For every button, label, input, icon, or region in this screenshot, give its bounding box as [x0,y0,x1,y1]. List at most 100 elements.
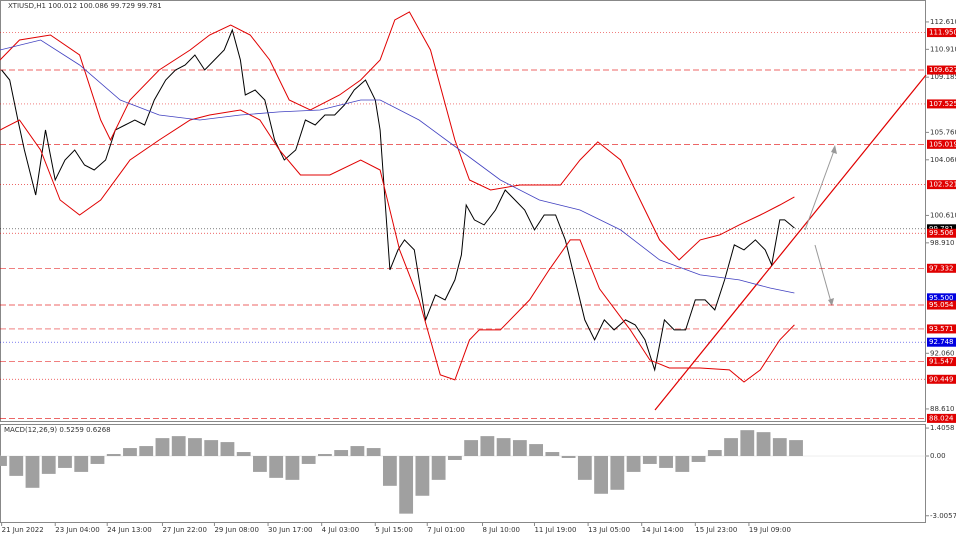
level-label: 105.019 [929,140,956,148]
y-tick-label: 88.610 [930,405,955,413]
macd-bar [772,438,787,457]
level-box [927,228,956,238]
price-frame [0,0,926,422]
y-tick-label: -3.0057 [930,512,956,520]
x-tick-label: 8 Jul 10:00 [482,526,520,534]
arrow-down [814,244,832,303]
macd-bar [724,438,738,457]
level-box [927,99,956,109]
y-tick-label: 92.060 [930,349,955,357]
macd-bar [9,456,24,476]
macd-bar [512,440,527,457]
x-tick-label: 19 Jul 09:00 [749,526,791,534]
macd-bar [123,448,137,457]
y-tick-label: 110.910 [930,45,956,53]
macd-bar [415,456,430,496]
macd-bar [756,432,771,457]
macd-bar [90,456,105,464]
macd-bar [334,450,349,457]
x-tick-label: 14 Jul 14:00 [642,526,684,534]
level-label: 97.332 [929,264,954,272]
level-box [927,65,956,75]
macd-bar [740,430,755,457]
x-tick-label: 30 Jun 17:00 [268,526,312,534]
level-label: 109.627 [929,66,956,74]
trend-line [654,74,927,411]
price-line [1,28,795,372]
arrow-up [804,147,836,231]
price-line [0,11,795,261]
macd-bar [545,452,560,457]
y-tick-label: 105.760 [930,128,956,136]
x-tick-label: 15 Jul 23:00 [695,526,737,534]
macd-bar [0,456,7,466]
y-tick-label: 0.00 [930,452,946,460]
x-tick-label: 21 Jun 2022 [2,526,44,534]
macd-bar [691,456,706,462]
level-box [927,263,956,273]
macd-bar [25,456,40,488]
macd-bar [220,442,235,457]
macd-bar [659,456,673,468]
macd-bar [58,456,72,468]
x-tick-label: 5 Jul 15:00 [375,526,413,534]
x-tick-label: 13 Jul 05:00 [588,526,630,534]
level-label: 95.054 [929,301,954,309]
level-label: 99.506 [929,229,954,237]
macd-bar [399,456,414,514]
macd-title: MACD(12,26,9) 0.5259 0.6268 [4,426,111,434]
macd-bar [350,446,365,457]
macd-bar [561,456,576,458]
x-tick-label: 27 Jun 22:00 [162,526,206,534]
macd-bar [675,456,690,472]
level-box [927,180,956,190]
level-box [927,413,956,423]
macd-bar [496,438,511,457]
y-tick-label: 1.4058 [930,424,955,432]
macd-bar [577,456,592,480]
macd-bar [139,446,154,457]
level-box [927,357,956,367]
macd-bar [464,440,479,457]
macd-bar [188,438,202,457]
level-box [927,139,956,149]
level-label: 88.024 [929,414,954,422]
level-label: 95.500 [929,294,954,302]
level-box [927,337,956,347]
macd-bar [106,454,121,457]
macd-bar [366,448,381,457]
macd-bar [155,438,170,457]
level-box [927,324,956,334]
macd-frame [0,424,926,523]
level-box [927,300,956,310]
macd-bar [269,456,284,478]
macd-bar [74,456,89,472]
macd-bar [204,440,219,457]
x-tick-label: 11 Jul 19:00 [534,526,576,534]
macd-bar [447,456,462,460]
level-label: 92.748 [929,338,954,346]
level-label: 90.449 [929,375,954,383]
macd-bar [431,456,446,480]
level-label: 111.950 [929,29,956,37]
price-line [0,109,795,383]
x-tick-label: 29 Jun 08:00 [214,526,258,534]
level-label: 102.521 [929,181,956,189]
level-label: 93.571 [929,325,954,333]
level-label: 107.525 [929,100,956,108]
macd-bar [236,452,251,457]
macd-bar [285,456,300,480]
y-tick-label: 104.060 [930,156,956,164]
macd-bar [318,454,332,457]
macd-bar [610,456,625,490]
macd-bar [301,456,316,464]
macd-bar [707,450,722,457]
macd-bar [253,456,267,472]
macd-bar [171,436,186,457]
x-tick-label: 24 Jun 13:00 [107,526,151,534]
level-box [927,374,956,384]
level-box [927,28,956,38]
level-label: 91.547 [929,358,954,366]
x-tick-label: 23 Jun 04:00 [55,526,99,534]
